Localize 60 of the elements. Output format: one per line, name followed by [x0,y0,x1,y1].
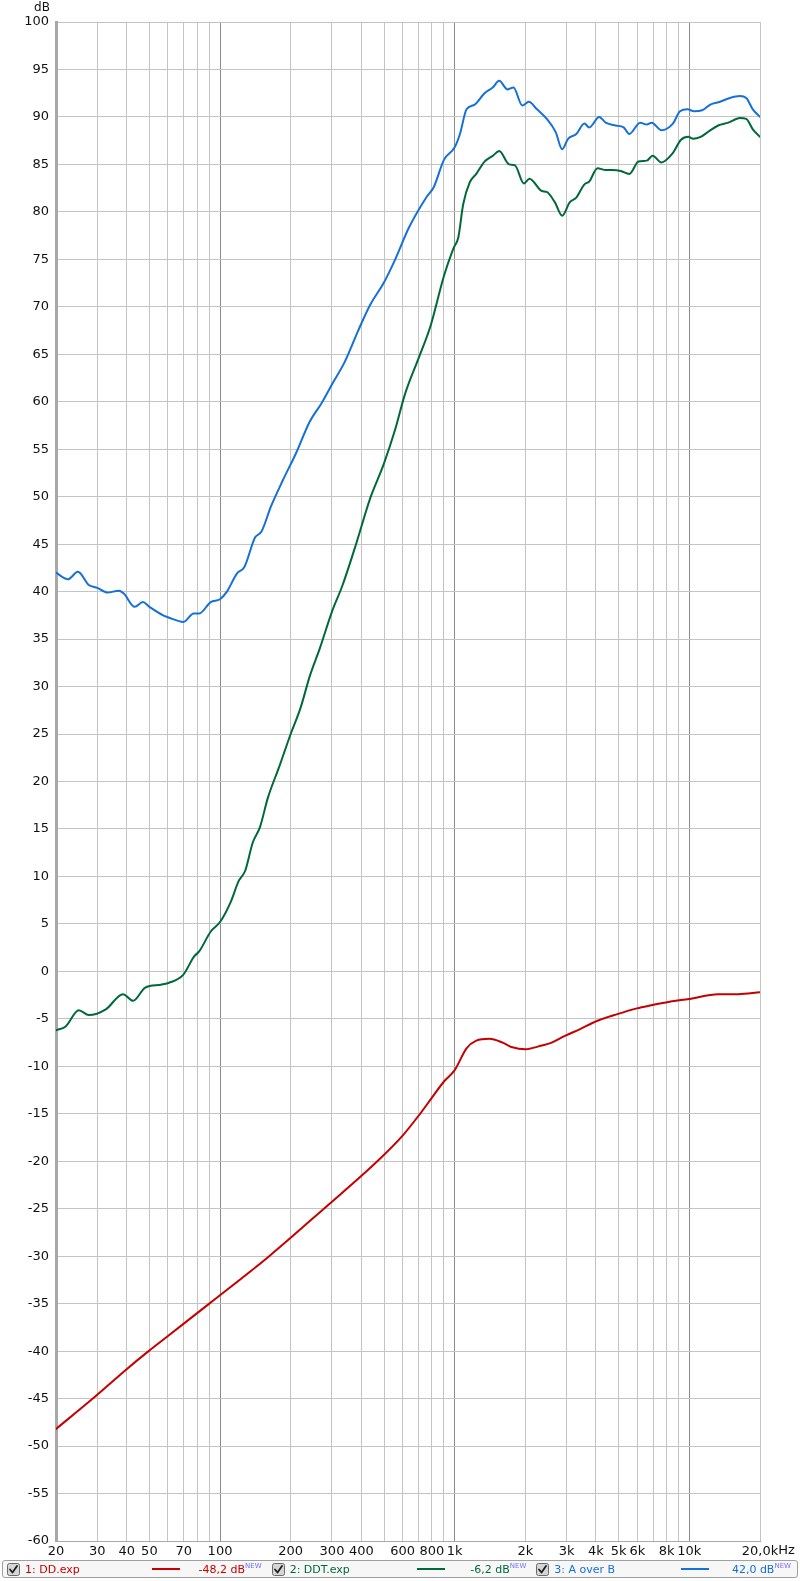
y-tick-label: 55 [32,440,49,456]
y-tick-label: -40 [27,1342,49,1358]
y-tick-label: -50 [27,1437,49,1453]
text: -6,2 dB$^{NEW}$ [469,1562,528,1576]
y-tick-label: 75 [32,250,49,266]
x-tick-label: 400 [348,1543,374,1559]
y-tick-label: 15 [32,820,49,836]
y-tick-label: 40 [32,583,49,598]
y-tick-label: 35 [32,630,49,646]
x-tick-label: 20,0k [741,1543,779,1559]
x-tick-label: 50 [141,1543,158,1559]
y-tick-label: -10 [27,1057,49,1073]
y-tick-label: 30 [32,677,49,693]
y-tick-label: 20 [32,772,49,788]
text: 3: A over B [554,1562,617,1576]
x-axis-title: Hz [778,1541,796,1557]
y-tick-label: 90 [32,108,49,124]
x-tick-label: 3k [558,1543,576,1559]
x-tick-label: 8k [658,1543,675,1559]
y-axis-title: dB [34,0,50,15]
x-tick-label: 70 [175,1543,192,1559]
x-tick-label: 800 [419,1543,445,1559]
y-tick-label: 45 [32,535,49,551]
y-tick-label: -25 [27,1200,49,1216]
y-tick-label: -20 [27,1152,49,1168]
y-tick-label: 85 [32,155,49,171]
y-tick-label: 0 [40,962,49,978]
text: -48,2 dB$^{NEW}$ [197,1562,263,1576]
x-tick-label: 6k [629,1543,646,1559]
x-tick-label: 5k [610,1543,628,1559]
text: 2: DDT.exp [289,1562,351,1576]
x-tick-label: 1k [446,1543,464,1559]
y-tick-label: -5 [36,1010,49,1026]
y-tick-label: 5 [40,915,49,931]
x-tick-label: 600 [390,1543,416,1559]
x-tick-label: 10k [677,1543,702,1559]
y-tick-label: 65 [32,345,49,361]
y-tick-label: -45 [27,1389,49,1405]
y-tick-label: 25 [32,725,49,741]
y-tick-label: 95 [32,60,49,76]
text: 1: DD.exp [25,1562,81,1576]
y-tick-label: 70 [32,298,49,314]
y-tick-label: 50 [32,488,49,504]
x-tick-label: 30 [89,1543,106,1559]
x-tick-label: 200 [278,1543,304,1559]
x-tick-label: 2k [517,1543,534,1559]
y-tick-label: 80 [32,203,49,219]
y-tick-label: 100 [24,13,49,29]
x-tick-label: 300 [319,1543,345,1559]
y-tick-label: -60 [27,1532,49,1548]
y-tick-label: -55 [27,1484,49,1500]
text: 42,0 dB$^{NEW}$ [730,1562,792,1576]
x-tick-label: 40 [118,1543,135,1559]
x-tick-label: 4k [588,1543,605,1559]
y-tick-label: -30 [27,1247,49,1263]
y-tick-label: 10 [32,867,49,883]
y-tick-label: -15 [27,1105,49,1121]
x-tick-label: 100 [207,1543,233,1559]
y-tick-label: 60 [32,393,49,409]
y-tick-label: -35 [27,1295,49,1311]
